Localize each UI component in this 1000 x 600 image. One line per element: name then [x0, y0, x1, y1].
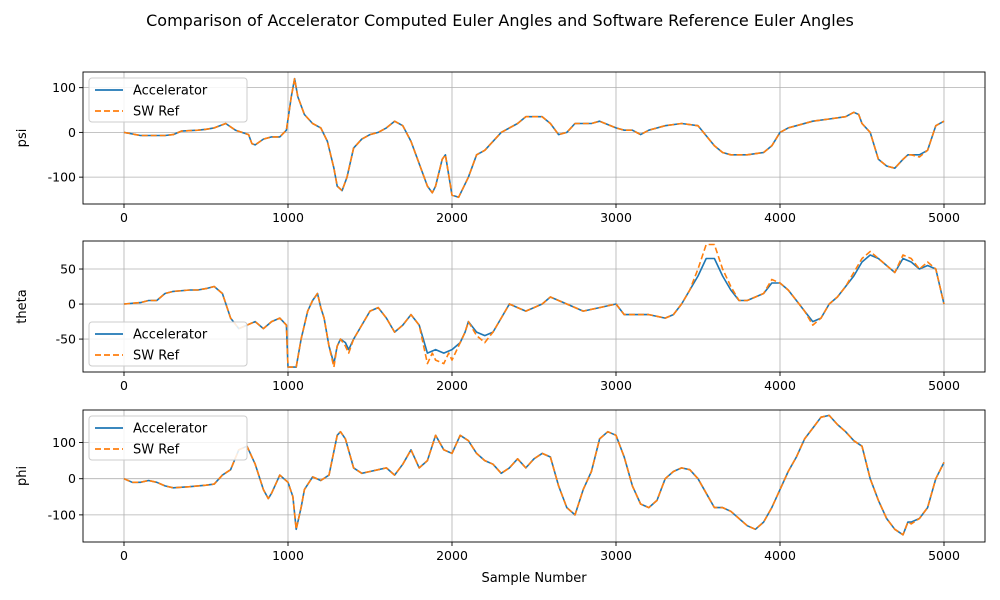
y-tick-label: 0 [68, 297, 76, 312]
y-axis-label: theta [15, 289, 30, 323]
legend-box [88, 415, 248, 461]
series-line-sw-ref [123, 414, 945, 536]
x-tick-label: 2000 [436, 210, 468, 225]
legend-label: SW Ref [133, 349, 180, 364]
x-tick-label: 2000 [436, 548, 468, 563]
y-axis-label: psi [15, 129, 30, 148]
y-tick-label: 0 [68, 125, 76, 140]
y-tick-label: -100 [48, 507, 76, 522]
x-tick-label: 5000 [928, 210, 960, 225]
x-tick-label: 1000 [272, 210, 304, 225]
axes-frame [82, 71, 986, 205]
y-tick-label: -50 [56, 332, 76, 347]
legend: Accelerator SW Ref [88, 321, 248, 367]
subplot-theta: 0 1000 2000 3000 4000 5000 -50 0 50 theta Accelera… [15, 240, 986, 393]
axes-frame [82, 240, 986, 373]
x-tick-label: 4000 [764, 210, 796, 225]
legend-box [88, 77, 248, 123]
series-line-sw-ref [123, 77, 945, 199]
y-tick-label: 100 [52, 80, 76, 95]
y-tick-label: -100 [48, 170, 76, 185]
subplot-psi: 0 1000 2000 3000 4000 5000 -100 0 100 psi Accelera… [15, 71, 986, 225]
subplot-phi: 0 1000 2000 3000 4000 5000 -100 0 100 phi Sample N… [15, 409, 986, 586]
legend-label: Accelerator [133, 328, 208, 343]
x-tick-label: 4000 [764, 378, 796, 393]
x-tick-label: 3000 [600, 210, 632, 225]
y-tick-label: 50 [60, 262, 76, 277]
x-tick-label: 5000 [928, 378, 960, 393]
x-tick-label: 0 [120, 548, 128, 563]
y-tick-label: 100 [52, 435, 76, 450]
x-tick-label: 0 [120, 378, 128, 393]
legend-label: Accelerator [133, 422, 208, 437]
legend-label: SW Ref [133, 105, 180, 120]
axes-frame [82, 409, 986, 543]
legend-label: Accelerator [133, 84, 208, 99]
x-tick-label: 0 [120, 210, 128, 225]
x-axis-label: Sample Number [481, 571, 587, 586]
x-tick-label: 1000 [272, 548, 304, 563]
x-tick-label: 3000 [600, 548, 632, 563]
y-tick-label: 0 [68, 471, 76, 486]
legend-label: SW Ref [133, 443, 180, 458]
legend-box [88, 321, 248, 367]
legend: Accelerator SW Ref [88, 77, 248, 123]
x-tick-label: 1000 [272, 378, 304, 393]
x-tick-label: 3000 [600, 378, 632, 393]
x-tick-label: 4000 [764, 548, 796, 563]
y-axis-label: phi [15, 466, 30, 486]
legend: Accelerator SW Ref [88, 415, 248, 461]
figure-title: Comparison of Accelerator Computed Euler… [146, 11, 854, 30]
x-tick-label: 5000 [928, 548, 960, 563]
x-tick-label: 2000 [436, 378, 468, 393]
